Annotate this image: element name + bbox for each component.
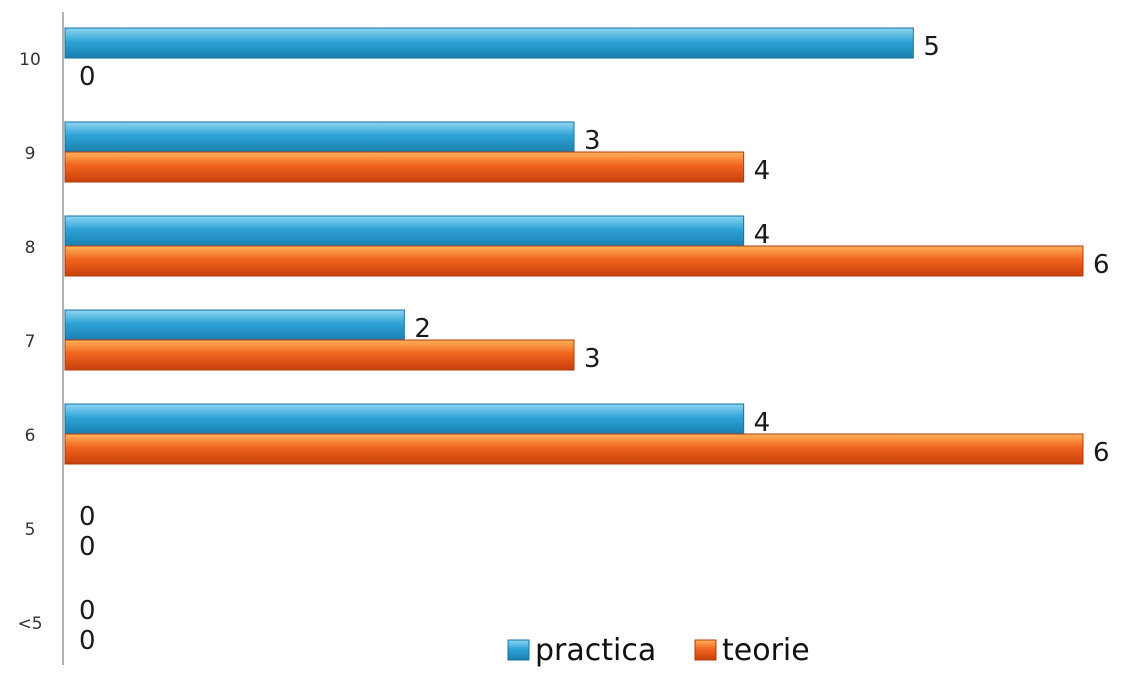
legend: practica teorie	[507, 633, 810, 668]
data-label-teorie: 0	[79, 626, 96, 656]
category-label: <5	[17, 614, 42, 634]
data-label-practica: 5	[923, 32, 940, 62]
plot-area: 10 509 348 467 236 465 00<5 00	[17, 27, 1110, 656]
data-label-practica: 3	[584, 126, 601, 156]
legend-swatch-teorie	[694, 639, 717, 661]
legend-swatch-practica	[507, 639, 530, 661]
data-label-practica: 2	[414, 314, 431, 344]
legend-label-practica: practica	[535, 633, 656, 668]
bar-practica	[64, 309, 405, 341]
bar-teorie	[64, 339, 575, 371]
bar-practica	[64, 27, 914, 59]
bar-teorie	[64, 245, 1084, 277]
category-label: 7	[25, 332, 36, 352]
data-label-teorie: 6	[1093, 250, 1110, 280]
data-label-teorie: 3	[584, 344, 601, 374]
data-label-teorie: 0	[79, 62, 96, 92]
data-label-teorie: 0	[79, 532, 96, 562]
data-label-teorie: 6	[1093, 438, 1110, 468]
category-label: 5	[25, 520, 36, 540]
data-label-practica: 4	[754, 220, 771, 250]
bar-practica	[64, 121, 575, 153]
category-label: 8	[25, 238, 36, 258]
category-label: 10	[19, 50, 41, 70]
data-label-practica: 0	[79, 502, 96, 532]
bar-teorie	[64, 433, 1084, 465]
bar-teorie	[64, 151, 745, 183]
data-label-teorie: 4	[754, 156, 771, 186]
data-label-practica: 4	[754, 408, 771, 438]
legend-label-teorie: teorie	[722, 633, 810, 668]
bar-practica	[64, 215, 745, 247]
category-label: 6	[25, 426, 36, 446]
bar-practica	[64, 403, 745, 435]
data-label-practica: 0	[79, 596, 96, 626]
category-label: 9	[25, 144, 36, 164]
